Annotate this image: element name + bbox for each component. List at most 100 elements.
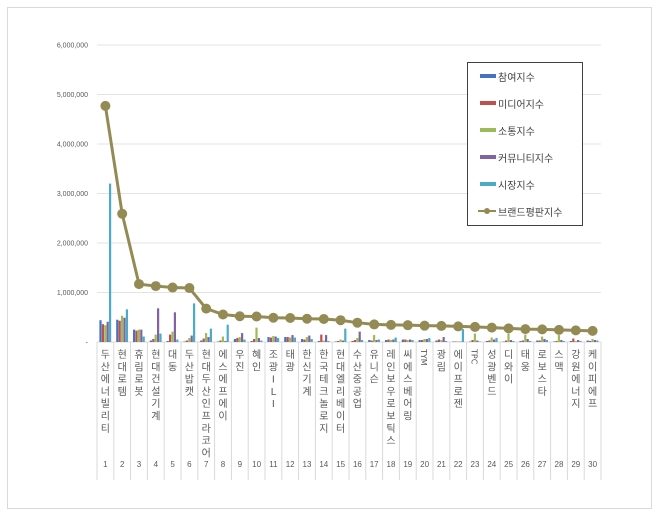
bar bbox=[121, 315, 124, 342]
x-category-label-char: 대 bbox=[151, 361, 160, 373]
bar bbox=[543, 339, 546, 342]
x-category-label-char: 에 bbox=[588, 386, 597, 398]
x-category-label-char: 보 bbox=[538, 361, 547, 373]
x-category-label-char: 씨 bbox=[403, 349, 412, 361]
bar bbox=[207, 337, 210, 342]
bar bbox=[555, 341, 558, 342]
x-category-label-char: 스 bbox=[403, 374, 412, 386]
x-rank-number: 10 bbox=[252, 460, 261, 469]
bar bbox=[473, 333, 476, 342]
bar bbox=[109, 183, 112, 342]
bar bbox=[193, 303, 196, 342]
bar bbox=[157, 308, 160, 342]
bar bbox=[440, 340, 443, 342]
x-category-label-char: 코 bbox=[202, 436, 211, 447]
x-category-label-char: 템 bbox=[118, 386, 127, 398]
line-marker bbox=[486, 322, 497, 333]
bar bbox=[269, 337, 272, 342]
x-rank-number: 17 bbox=[370, 460, 379, 469]
bar bbox=[137, 329, 140, 342]
x-category-label-char: 로 bbox=[134, 375, 143, 386]
bar bbox=[437, 339, 440, 342]
line-marker bbox=[570, 325, 581, 336]
bar bbox=[320, 334, 323, 342]
bar bbox=[560, 340, 563, 342]
bar bbox=[339, 339, 342, 342]
bar bbox=[541, 336, 544, 342]
x-category-label-char: 계 bbox=[302, 386, 311, 398]
bar bbox=[435, 340, 438, 342]
x-category-label-char: 강 bbox=[571, 349, 580, 361]
x-category-label-char: 캣 bbox=[185, 386, 194, 398]
bar bbox=[325, 335, 328, 342]
x-category-label-char: 조 bbox=[269, 350, 278, 361]
bar bbox=[284, 337, 287, 342]
x-category-label-char: 설 bbox=[151, 386, 160, 398]
x-rank-number: 4 bbox=[154, 460, 159, 469]
bar bbox=[409, 339, 412, 342]
bar bbox=[425, 339, 428, 342]
x-category-label-char: 지 bbox=[571, 398, 580, 410]
line-marker bbox=[503, 323, 514, 334]
bar bbox=[373, 335, 376, 342]
bar bbox=[205, 333, 208, 342]
bar bbox=[152, 339, 155, 342]
x-category-label-char: 현 bbox=[151, 349, 160, 361]
x-category-label-char: 프 bbox=[588, 399, 597, 410]
x-category-label-char: 성 bbox=[487, 349, 496, 361]
line-marker bbox=[318, 313, 329, 324]
x-category-label-char: 이 bbox=[336, 411, 345, 423]
bar bbox=[593, 340, 596, 342]
bar bbox=[243, 339, 246, 342]
x-category-label-char: 산 bbox=[353, 361, 362, 373]
bar bbox=[274, 336, 277, 342]
bar bbox=[579, 341, 582, 342]
x-category-label-char: 동 bbox=[168, 361, 177, 373]
bar bbox=[394, 337, 397, 342]
x-category-label-char: 업 bbox=[353, 397, 362, 410]
bar bbox=[589, 341, 592, 342]
x-category-label-char: 이 bbox=[218, 411, 227, 423]
x-category-label-char: I bbox=[272, 399, 275, 410]
bar bbox=[253, 339, 256, 342]
x-category-label-char: 두 bbox=[202, 375, 211, 386]
x-rank-number: 1 bbox=[103, 460, 108, 469]
x-category-label-char: 이 bbox=[588, 361, 597, 373]
bar bbox=[507, 333, 510, 342]
x-category-label-char: 리 bbox=[101, 411, 110, 423]
x-category-label-char: 베 bbox=[403, 386, 412, 398]
x-rank-number: 23 bbox=[471, 460, 480, 469]
x-category-label-char: 봇 bbox=[134, 386, 143, 398]
x-category-label-char: 현 bbox=[202, 349, 211, 361]
bar bbox=[106, 321, 109, 342]
bar bbox=[289, 337, 292, 342]
x-category-label-char: 신 bbox=[302, 361, 311, 373]
bar bbox=[154, 334, 157, 342]
line-marker bbox=[201, 303, 212, 314]
x-category-label-char: 인 bbox=[386, 361, 395, 373]
bar bbox=[286, 337, 289, 342]
bar bbox=[557, 335, 560, 342]
bar bbox=[159, 333, 162, 342]
line-marker bbox=[369, 319, 380, 330]
line-marker bbox=[587, 325, 598, 336]
bar bbox=[526, 339, 529, 342]
x-category-label-char: 벤 bbox=[487, 374, 496, 386]
bar bbox=[133, 329, 136, 342]
bar bbox=[387, 339, 390, 342]
x-rank-number: 24 bbox=[487, 460, 496, 469]
bar bbox=[404, 339, 407, 342]
x-category-label-char: 로 bbox=[386, 399, 395, 410]
bar bbox=[356, 338, 359, 342]
bar bbox=[423, 339, 426, 342]
bar bbox=[577, 340, 580, 342]
x-category-label-char: 피 bbox=[588, 374, 597, 386]
x-rank-number: 21 bbox=[437, 460, 446, 469]
x-category-label-char: 프 bbox=[218, 387, 227, 398]
x-category-label-char: 라 bbox=[202, 423, 211, 435]
legend-item-brand-reputation: 브랜드평판지수 bbox=[478, 204, 562, 219]
x-category-label-char: 너 bbox=[101, 386, 110, 398]
x-category-label-char: 공 bbox=[353, 386, 362, 398]
x-category-label-char: 한 bbox=[319, 349, 328, 361]
